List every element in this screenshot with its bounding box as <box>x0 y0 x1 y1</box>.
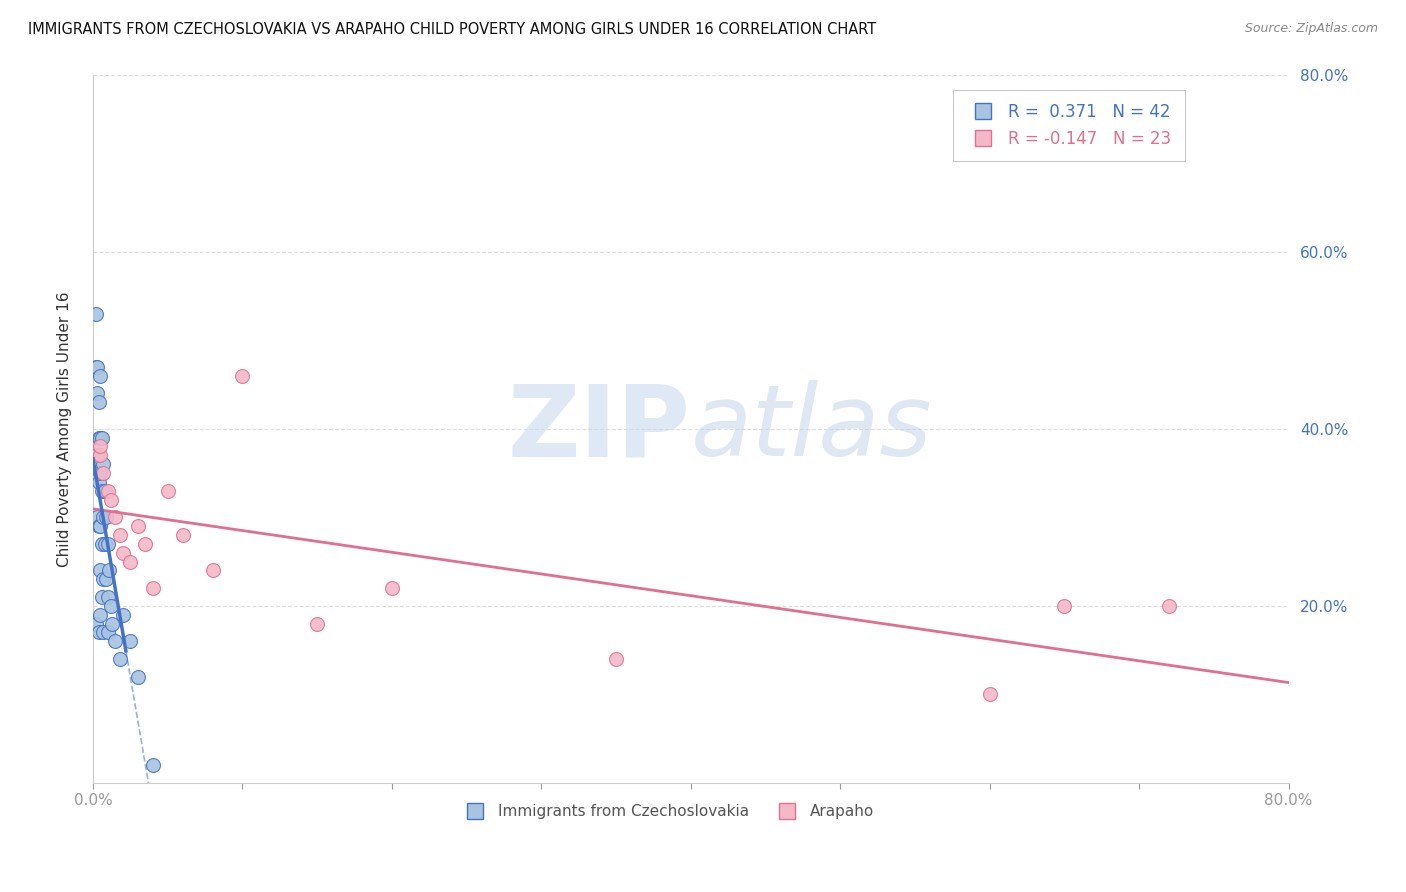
Point <box>108 652 131 666</box>
Point <box>172 528 194 542</box>
Point <box>381 581 404 595</box>
Point <box>97 483 120 498</box>
Point <box>86 386 108 401</box>
Point <box>93 510 115 524</box>
Point <box>94 483 117 498</box>
Point <box>91 483 114 498</box>
Point <box>104 510 127 524</box>
Point <box>101 616 124 631</box>
Point <box>86 510 108 524</box>
Point <box>87 475 110 489</box>
Y-axis label: Child Poverty Among Girls Under 16: Child Poverty Among Girls Under 16 <box>58 291 72 566</box>
Point <box>87 519 110 533</box>
Point <box>307 616 329 631</box>
Point <box>86 448 108 462</box>
Point <box>231 368 253 383</box>
Point <box>84 359 107 374</box>
Point <box>89 368 111 383</box>
Point <box>120 555 142 569</box>
Point <box>86 359 108 374</box>
Point <box>1157 599 1180 613</box>
Point <box>89 466 111 480</box>
Point <box>96 572 118 586</box>
Point <box>84 307 107 321</box>
Point <box>120 634 142 648</box>
Point <box>93 625 115 640</box>
Point <box>108 528 131 542</box>
Point <box>93 572 115 586</box>
Text: atlas: atlas <box>690 380 932 477</box>
Point <box>1053 599 1076 613</box>
Point <box>97 537 120 551</box>
Point <box>100 599 122 613</box>
Point <box>605 652 627 666</box>
Point <box>979 688 1001 702</box>
Text: IMMIGRANTS FROM CZECHOSLOVAKIA VS ARAPAHO CHILD POVERTY AMONG GIRLS UNDER 16 COR: IMMIGRANTS FROM CZECHOSLOVAKIA VS ARAPAH… <box>28 22 876 37</box>
Point <box>87 625 110 640</box>
Point <box>104 634 127 648</box>
Point <box>156 483 179 498</box>
Point <box>91 590 114 604</box>
Text: Source: ZipAtlas.com: Source: ZipAtlas.com <box>1244 22 1378 36</box>
Point <box>91 537 114 551</box>
Point <box>86 448 108 462</box>
Point <box>97 625 120 640</box>
Point <box>97 590 120 604</box>
Point <box>89 607 111 622</box>
Point <box>127 519 149 533</box>
Legend: Immigrants from Czechoslovakia, Arapaho: Immigrants from Czechoslovakia, Arapaho <box>453 797 880 825</box>
Point <box>201 564 224 578</box>
Point <box>127 670 149 684</box>
Point <box>84 616 107 631</box>
Point <box>94 537 117 551</box>
Point <box>111 607 134 622</box>
Point <box>89 448 111 462</box>
Point <box>87 395 110 409</box>
Point <box>100 492 122 507</box>
Point <box>142 758 165 772</box>
Point <box>89 519 111 533</box>
Text: ZIP: ZIP <box>508 380 690 477</box>
Point <box>134 537 156 551</box>
Point <box>93 457 115 471</box>
Point <box>93 466 115 480</box>
Point <box>91 431 114 445</box>
Point <box>142 581 165 595</box>
Point <box>89 564 111 578</box>
Point <box>111 546 134 560</box>
Point <box>89 431 111 445</box>
Point <box>89 440 111 454</box>
Point <box>87 431 110 445</box>
Point <box>98 564 121 578</box>
Point <box>96 510 118 524</box>
